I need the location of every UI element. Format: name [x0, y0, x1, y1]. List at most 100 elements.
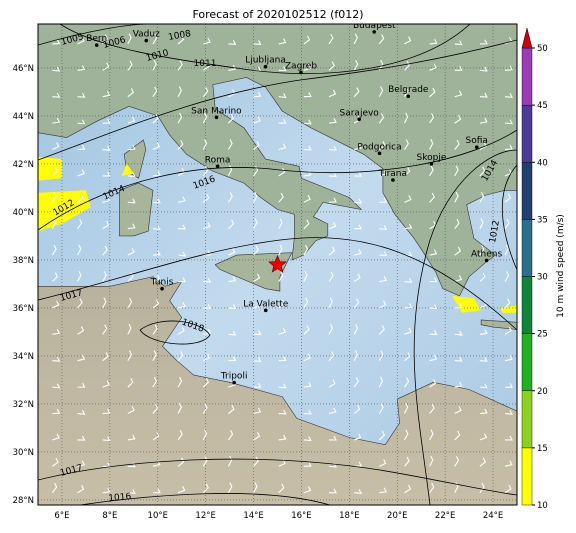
wind-barb	[354, 249, 362, 256]
wind-barb	[303, 486, 312, 494]
wind-barb	[328, 118, 337, 124]
wind-barb	[278, 38, 287, 45]
wind-barb	[403, 429, 409, 441]
wind-barb	[278, 143, 287, 151]
wind-barb	[177, 168, 185, 177]
wind-barb	[77, 484, 85, 494]
wind-barb	[102, 271, 107, 282]
lon-tick-label: 18°E	[339, 511, 359, 521]
wind-barb	[454, 114, 462, 124]
isobar	[38, 129, 517, 231]
city-marker	[232, 380, 236, 385]
wind-barb	[253, 382, 262, 388]
isobar	[38, 39, 517, 161]
wind-barb	[102, 220, 110, 230]
wind-barb	[403, 112, 409, 124]
wind-barb	[228, 304, 237, 309]
wind-barb	[479, 192, 485, 203]
wind-barb	[454, 139, 460, 150]
city-marker	[484, 258, 489, 263]
wind-barb	[454, 65, 463, 71]
wind-barb	[77, 36, 85, 45]
wind-barb	[328, 271, 334, 282]
city-label: Zagreb	[285, 61, 317, 71]
wind-barb	[454, 406, 462, 415]
wind-barb	[228, 89, 236, 98]
wind-barb	[177, 403, 182, 414]
city-label: Ljubljana	[245, 56, 286, 66]
wind-barb	[228, 404, 235, 414]
colorbar-tick-label: 45	[537, 101, 548, 111]
city-marker	[263, 308, 268, 313]
wind-barb	[328, 488, 337, 494]
wind-barb	[253, 116, 261, 124]
wind-barb	[429, 379, 437, 388]
wind-barb	[378, 141, 386, 150]
wind-barb	[127, 406, 135, 415]
lat-tick-label: 38°N	[13, 256, 34, 266]
wind-barb	[253, 302, 262, 309]
wind-barb	[102, 171, 111, 177]
colorbar-tick-label: 10	[537, 501, 548, 511]
wind-barb	[328, 435, 337, 441]
wind-barb	[454, 191, 459, 203]
wind-barb	[52, 329, 61, 335]
wind-barb	[278, 459, 286, 467]
wind-barb	[177, 326, 185, 335]
wind-barb	[403, 403, 409, 414]
lon-tick-label: 8°E	[102, 511, 117, 521]
wind-barb	[404, 166, 411, 177]
lat-tick-label: 32°N	[13, 400, 34, 410]
colorbar-tick-label: 50	[537, 44, 548, 54]
isobar-label: 1011	[194, 59, 217, 69]
wind-area	[121, 163, 134, 176]
city-marker	[215, 164, 220, 169]
wind-barb	[404, 195, 412, 203]
wind-barb	[454, 430, 461, 441]
wind-barb	[152, 376, 157, 388]
wind-barb	[52, 433, 60, 441]
wind-barb	[102, 62, 110, 71]
wind-barb	[379, 251, 388, 257]
wind-barb	[403, 377, 410, 388]
wind-barb	[203, 37, 211, 45]
lon-tick-label: 12°E	[195, 511, 215, 521]
wind-barb	[202, 193, 210, 203]
wind-barb	[379, 487, 388, 494]
city-label: Athens	[471, 249, 502, 259]
wind-barb	[454, 482, 459, 493]
wind-barb	[127, 60, 133, 71]
wind-barb	[77, 271, 82, 282]
wind-barb	[127, 88, 135, 98]
wind-barb	[404, 352, 411, 362]
wind-barb	[278, 218, 283, 229]
wind-barb	[303, 353, 311, 362]
wind-barb	[152, 170, 161, 177]
wind-barb	[379, 276, 388, 283]
wind-barb	[278, 383, 287, 389]
wind-barb	[278, 192, 284, 203]
wind-barb	[52, 457, 59, 467]
wind-barb	[52, 356, 61, 362]
wind-barb	[479, 383, 488, 389]
wind-barb	[127, 172, 136, 178]
wind-barb	[303, 461, 312, 467]
wind-barb	[202, 166, 209, 177]
wind-barb	[479, 218, 484, 229]
wind-barb	[353, 60, 359, 71]
wind-barb	[51, 244, 57, 256]
wind-barb	[504, 119, 513, 125]
wind-barb	[203, 222, 211, 230]
colorbar-tick-label: 25	[537, 330, 548, 340]
wind-barb	[52, 66, 61, 72]
wind-barb	[178, 224, 187, 230]
isobar-label: 1008	[168, 29, 193, 43]
wind-barb	[51, 166, 59, 177]
wind-barb	[203, 353, 211, 362]
wind-barb	[454, 218, 460, 230]
wind-barb	[178, 277, 187, 283]
title: Forecast of 2020102512 (f012)	[192, 8, 363, 21]
wind-barb	[479, 66, 488, 72]
